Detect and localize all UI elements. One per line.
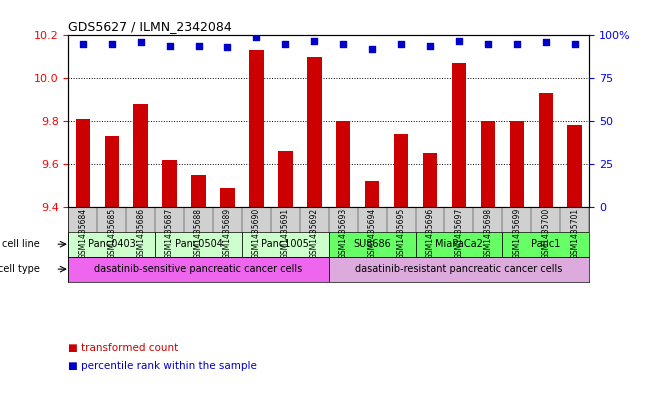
- Text: Panc0504: Panc0504: [174, 239, 223, 249]
- Text: GDS5627 / ILMN_2342084: GDS5627 / ILMN_2342084: [68, 20, 232, 33]
- Bar: [68, 257, 329, 282]
- Point: [396, 41, 406, 47]
- Text: GSM1435694: GSM1435694: [368, 208, 377, 259]
- Bar: [133, 104, 148, 207]
- Bar: [365, 181, 380, 207]
- Text: GSM1435691: GSM1435691: [281, 208, 290, 259]
- Bar: [452, 63, 466, 207]
- Text: dasatinib-sensitive pancreatic cancer cells: dasatinib-sensitive pancreatic cancer ce…: [94, 264, 303, 274]
- Bar: [68, 232, 155, 257]
- Bar: [76, 119, 90, 207]
- Text: GSM1435692: GSM1435692: [310, 208, 319, 259]
- Text: MiaPaCa2: MiaPaCa2: [435, 239, 483, 249]
- Point: [454, 37, 464, 44]
- Text: Panc1: Panc1: [531, 239, 561, 249]
- Bar: [510, 121, 524, 207]
- Bar: [155, 232, 242, 257]
- Bar: [329, 232, 415, 257]
- Text: GSM1435684: GSM1435684: [78, 208, 87, 259]
- Bar: [480, 121, 495, 207]
- Bar: [249, 50, 264, 207]
- Bar: [422, 153, 437, 207]
- Bar: [503, 232, 589, 257]
- Point: [77, 41, 88, 47]
- Text: ■ transformed count: ■ transformed count: [68, 343, 178, 353]
- Point: [540, 39, 551, 45]
- Point: [570, 41, 580, 47]
- Text: GSM1435699: GSM1435699: [512, 208, 521, 259]
- Bar: [394, 134, 408, 207]
- Bar: [538, 93, 553, 207]
- Point: [425, 42, 436, 49]
- Bar: [415, 232, 503, 257]
- Point: [222, 44, 232, 51]
- Bar: [278, 151, 292, 207]
- Bar: [162, 160, 177, 207]
- Text: GSM1435686: GSM1435686: [136, 208, 145, 259]
- Point: [367, 46, 378, 52]
- Point: [309, 37, 320, 44]
- Point: [280, 41, 290, 47]
- Bar: [568, 125, 582, 207]
- Bar: [242, 232, 329, 257]
- Bar: [336, 121, 350, 207]
- Text: GSM1435693: GSM1435693: [339, 208, 348, 259]
- Text: GSM1435696: GSM1435696: [426, 208, 434, 259]
- Text: Panc0403: Panc0403: [88, 239, 135, 249]
- Text: ■ percentile rank within the sample: ■ percentile rank within the sample: [68, 361, 257, 371]
- Text: Panc1005: Panc1005: [262, 239, 309, 249]
- Text: GSM1435688: GSM1435688: [194, 208, 203, 259]
- Point: [512, 41, 522, 47]
- Text: GSM1435690: GSM1435690: [252, 208, 261, 259]
- Bar: [191, 174, 206, 207]
- Text: SU8686: SU8686: [353, 239, 391, 249]
- Point: [193, 42, 204, 49]
- Bar: [329, 257, 589, 282]
- Text: GSM1435697: GSM1435697: [454, 208, 464, 259]
- Text: cell line: cell line: [2, 239, 40, 249]
- Bar: [220, 187, 235, 207]
- Point: [135, 39, 146, 45]
- Point: [165, 42, 175, 49]
- Point: [251, 34, 262, 40]
- Point: [482, 41, 493, 47]
- Bar: [105, 136, 119, 207]
- Text: dasatinib-resistant pancreatic cancer cells: dasatinib-resistant pancreatic cancer ce…: [355, 264, 562, 274]
- Text: GSM1435685: GSM1435685: [107, 208, 117, 259]
- Bar: [68, 207, 589, 232]
- Bar: [307, 57, 322, 207]
- Point: [107, 41, 117, 47]
- Point: [338, 41, 348, 47]
- Text: GSM1435695: GSM1435695: [396, 208, 406, 259]
- Text: GSM1435700: GSM1435700: [541, 208, 550, 259]
- Text: GSM1435698: GSM1435698: [484, 208, 492, 259]
- Text: GSM1435689: GSM1435689: [223, 208, 232, 259]
- Text: GSM1435701: GSM1435701: [570, 208, 579, 259]
- Text: GSM1435687: GSM1435687: [165, 208, 174, 259]
- Text: cell type: cell type: [0, 264, 40, 274]
